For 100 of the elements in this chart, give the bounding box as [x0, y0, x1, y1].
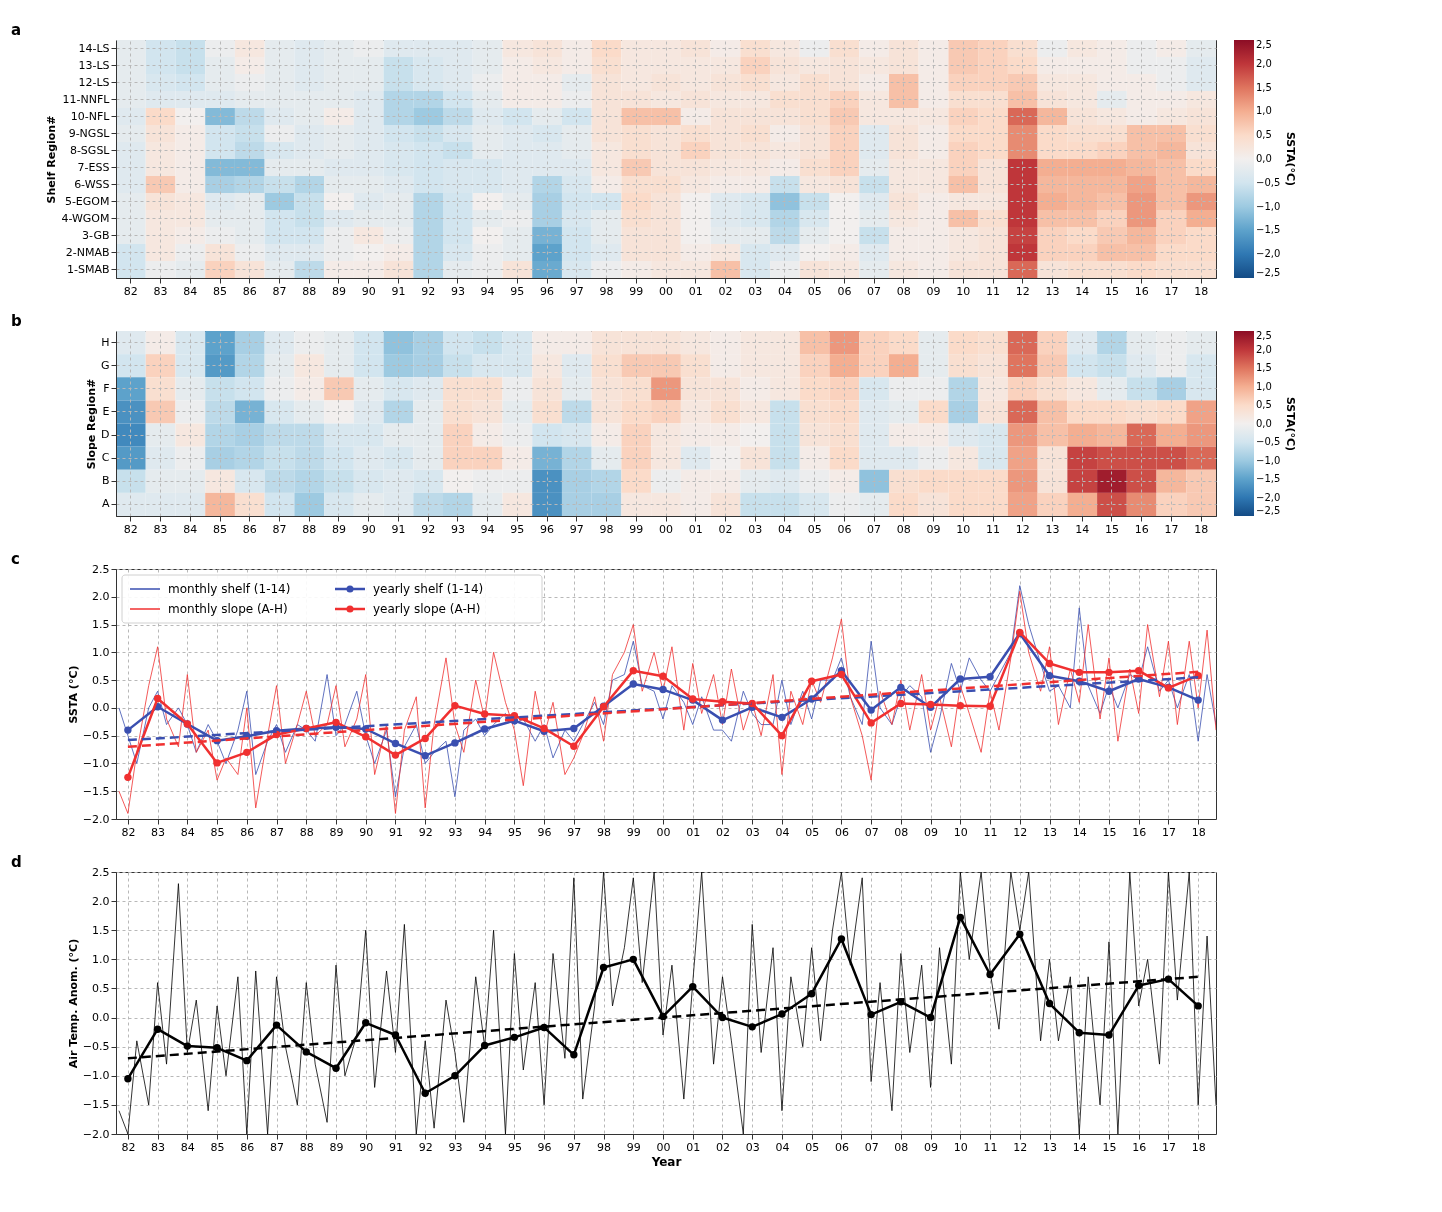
y-tick-label: 13-LS: [78, 58, 110, 72]
y-tick-label: D: [101, 428, 110, 442]
y-tick-label: 6-WSS: [74, 177, 110, 191]
point: [480, 725, 489, 733]
point: [867, 1010, 875, 1019]
point: [451, 1072, 459, 1080]
point: [778, 1010, 786, 1018]
color-bar-label: 0,0: [1256, 153, 1272, 164]
y-tick-label: G: [100, 358, 110, 372]
y-tick-label: 1.0: [92, 952, 110, 966]
x-tick-label: 93: [450, 284, 465, 298]
x-tick-label: 96: [540, 522, 555, 536]
point: [1016, 930, 1024, 938]
x-tick-label: 09: [924, 825, 939, 839]
y-axis-title: Shelf Region#: [45, 115, 59, 204]
point: [570, 742, 578, 750]
y-tick-label: −1.0: [82, 1069, 110, 1083]
y-tick-label: −2.0: [82, 1127, 110, 1141]
y-tick-label: 12-LS: [78, 75, 110, 89]
color-bar-label: 0,0: [1256, 417, 1272, 429]
x-tick-label: 90: [361, 284, 376, 298]
x-tick-label: 08: [896, 284, 911, 298]
point: [362, 1019, 370, 1027]
x-tick-label: 13: [1045, 522, 1060, 536]
x-tick-label: 90: [359, 825, 374, 839]
point: [480, 1041, 489, 1050]
x-tick-label: 93: [448, 825, 463, 839]
color-bar-label: −2,5: [1256, 505, 1281, 516]
x-tick-label: 08: [894, 825, 909, 839]
x-tick-label: 83: [151, 1140, 166, 1154]
x-tick-label: 03: [745, 1140, 760, 1154]
x-tick-label: 89: [331, 284, 346, 298]
x-tick-label: 92: [418, 825, 433, 839]
x-tick-label: 99: [626, 1140, 641, 1154]
color-bar-label: −1,0: [1256, 200, 1281, 212]
y-tick-label: 8-SGSL: [69, 143, 111, 157]
y-tick-label: 5-EGOM: [64, 194, 110, 208]
text: a: [11, 21, 22, 39]
color-bar-label: −0,5: [1256, 436, 1281, 447]
y-tick-label: 2.5: [92, 562, 110, 576]
point: [629, 680, 638, 688]
color-bar-label: 2,5: [1256, 39, 1272, 50]
legend-label: yearly slope (A-H): [373, 602, 481, 616]
y-tick-label: 2.5: [92, 865, 110, 879]
text: b: [11, 312, 22, 330]
x-tick-label: 16: [1134, 284, 1149, 298]
x-tick-label: 95: [507, 825, 522, 839]
point: [778, 731, 786, 740]
x-tick-label: 02: [715, 1140, 730, 1154]
x-tick-label: 13: [1043, 1140, 1058, 1154]
y-tick-label: F: [103, 381, 110, 395]
x-tick-label: 12: [1015, 284, 1030, 298]
x-tick-label: 85: [210, 1140, 225, 1154]
x-tick-label: 92: [418, 1140, 433, 1154]
point: [213, 1044, 221, 1052]
point: [1134, 666, 1143, 675]
x-tick-label: 17: [1164, 522, 1179, 536]
x-tick-label: 98: [597, 825, 612, 839]
x-tick-label: 97: [569, 284, 584, 298]
x-tick-label: 98: [597, 1140, 612, 1154]
point: [986, 673, 994, 681]
x-tick-label: 04: [775, 825, 790, 839]
x-tick-label: 05: [805, 1140, 820, 1154]
x-tick-label: 86: [240, 1140, 255, 1154]
point: [362, 733, 370, 741]
x-tick-label: 99: [626, 825, 641, 839]
y-tick-label: 10-NFL: [70, 109, 111, 123]
y-tick-label: −0.5: [82, 729, 110, 743]
x-tick-label: 01: [686, 1140, 701, 1154]
y-tick-label: −1.5: [82, 1098, 110, 1112]
point: [1105, 668, 1113, 677]
x-tick-label: 06: [834, 1140, 849, 1154]
point: [1045, 999, 1054, 1008]
y-tick-label: 11-NNFL: [62, 92, 111, 106]
x-tick-label: 15: [1104, 284, 1119, 298]
point: [302, 1048, 310, 1056]
point: [421, 1089, 429, 1097]
color-bar-label: −1,5: [1256, 473, 1281, 484]
y-tick-label: −2.0: [82, 812, 110, 826]
x-tick-label: 06: [837, 522, 852, 536]
point: [124, 1074, 132, 1083]
y-tick-label: 0.5: [92, 673, 110, 687]
x-tick-label: 90: [361, 522, 376, 536]
x-tick-label: 01: [688, 284, 703, 298]
x-tick-label: 18: [1194, 284, 1209, 298]
point: [124, 726, 132, 734]
x-tick-label: 91: [388, 825, 403, 839]
x-tick-label: 91: [391, 522, 406, 536]
point: [243, 1056, 251, 1065]
point: [1075, 1028, 1083, 1037]
color-bar-label: 1,5: [1256, 81, 1272, 93]
point: [897, 683, 905, 692]
x-tick-label: 96: [537, 825, 552, 839]
y-tick-label: A: [101, 497, 110, 511]
x-tick-label: 94: [478, 1140, 493, 1154]
x-tick-label: 11: [986, 522, 1001, 536]
point: [1194, 1002, 1202, 1010]
x-tick-label: 95: [510, 284, 525, 298]
x-tick-label: 96: [540, 284, 555, 298]
x-tick-label: 16: [1132, 1140, 1147, 1154]
